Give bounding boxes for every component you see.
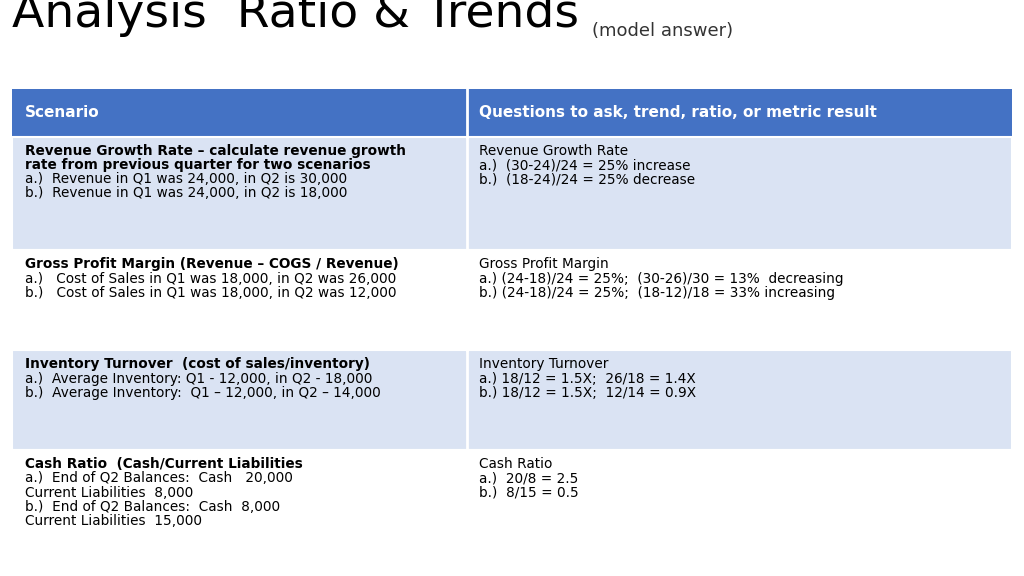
Text: a.)  End of Q2 Balances:  Cash   20,000: a.) End of Q2 Balances: Cash 20,000 — [25, 471, 293, 486]
Text: a.)  Average Inventory: Q1 - 12,000, in Q2 - 18,000: a.) Average Inventory: Q1 - 12,000, in Q… — [25, 372, 372, 385]
Text: rate from previous quarter for two scenarios: rate from previous quarter for two scena… — [25, 158, 371, 172]
Text: Revenue Growth Rate: Revenue Growth Rate — [479, 144, 629, 158]
Bar — [12, 250, 1012, 350]
Text: (model answer): (model answer) — [592, 22, 733, 40]
Text: Analysis  Ratio & Trends: Analysis Ratio & Trends — [12, 0, 580, 37]
Text: Inventory Turnover  (cost of sales/inventory): Inventory Turnover (cost of sales/invent… — [25, 357, 370, 372]
Text: Scenario: Scenario — [25, 105, 99, 120]
Bar — [12, 89, 1012, 137]
Bar — [12, 350, 1012, 450]
Text: b.)  End of Q2 Balances:  Cash  8,000: b.) End of Q2 Balances: Cash 8,000 — [25, 499, 280, 514]
Text: a.) (24-18)/24 = 25%;  (30-26)/30 = 13%  decreasing: a.) (24-18)/24 = 25%; (30-26)/30 = 13% d… — [479, 271, 844, 286]
Text: b.) 18/12 = 1.5X;  12/14 = 0.9X: b.) 18/12 = 1.5X; 12/14 = 0.9X — [479, 385, 696, 400]
Text: a.)   Cost of Sales in Q1 was 18,000, in Q2 was 26,000: a.) Cost of Sales in Q1 was 18,000, in Q… — [25, 271, 396, 286]
Text: a.)  20/8 = 2.5: a.) 20/8 = 2.5 — [479, 471, 579, 486]
Text: Gross Profit Margin: Gross Profit Margin — [479, 257, 609, 271]
Text: Current Liabilities  8,000: Current Liabilities 8,000 — [25, 486, 193, 499]
Text: Revenue Growth Rate – calculate revenue growth: Revenue Growth Rate – calculate revenue … — [25, 144, 406, 158]
Text: b.)   Cost of Sales in Q1 was 18,000, in Q2 was 12,000: b.) Cost of Sales in Q1 was 18,000, in Q… — [25, 286, 396, 300]
Text: Gross Profit Margin (Revenue – COGS / Revenue): Gross Profit Margin (Revenue – COGS / Re… — [25, 257, 398, 271]
Text: Cash Ratio: Cash Ratio — [479, 457, 553, 471]
Text: Questions to ask, trend, ratio, or metric result: Questions to ask, trend, ratio, or metri… — [479, 105, 878, 120]
Text: b.)  8/15 = 0.5: b.) 8/15 = 0.5 — [479, 486, 579, 499]
Text: Cash Ratio  (Cash/Current Liabilities: Cash Ratio (Cash/Current Liabilities — [25, 457, 302, 471]
Text: a.)  Revenue in Q1 was 24,000, in Q2 is 30,000: a.) Revenue in Q1 was 24,000, in Q2 is 3… — [25, 172, 347, 186]
Text: Inventory Turnover: Inventory Turnover — [479, 357, 608, 372]
Text: b.) (24-18)/24 = 25%;  (18-12)/18 = 33% increasing: b.) (24-18)/24 = 25%; (18-12)/18 = 33% i… — [479, 286, 836, 300]
Text: b.)  Revenue in Q1 was 24,000, in Q2 is 18,000: b.) Revenue in Q1 was 24,000, in Q2 is 1… — [25, 187, 347, 200]
Text: Current Liabilities  15,000: Current Liabilities 15,000 — [25, 514, 202, 528]
Text: a.)  (30-24)/24 = 25% increase: a.) (30-24)/24 = 25% increase — [479, 158, 691, 172]
Text: b.)  (18-24)/24 = 25% decrease: b.) (18-24)/24 = 25% decrease — [479, 172, 695, 186]
Bar — [12, 450, 1012, 571]
Bar — [12, 137, 1012, 250]
Text: a.) 18/12 = 1.5X;  26/18 = 1.4X: a.) 18/12 = 1.5X; 26/18 = 1.4X — [479, 372, 696, 385]
Text: b.)  Average Inventory:  Q1 – 12,000, in Q2 – 14,000: b.) Average Inventory: Q1 – 12,000, in Q… — [25, 385, 380, 400]
